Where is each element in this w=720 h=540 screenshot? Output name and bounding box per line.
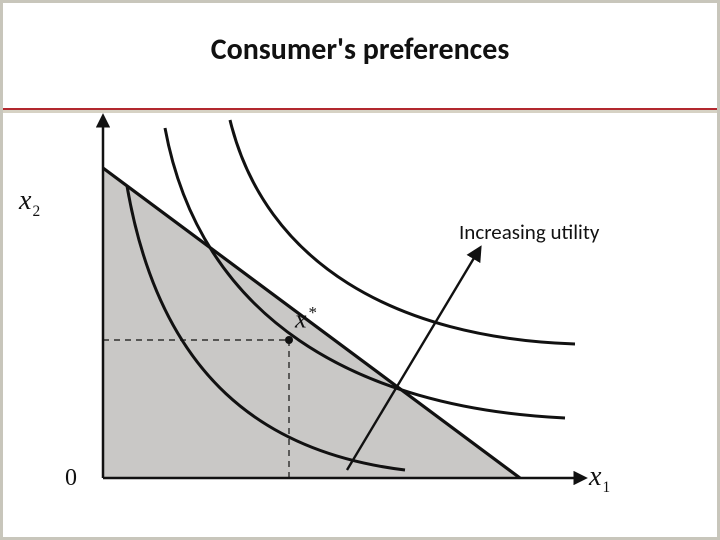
x-axis-sub: 1 (602, 479, 610, 496)
xstar-var: x (295, 305, 307, 334)
y-axis-var: x (19, 185, 31, 216)
chart-svg (65, 108, 625, 513)
origin-label: 0 (65, 465, 77, 492)
x-axis-label: x1 (589, 461, 610, 497)
x-axis-var: x (589, 461, 601, 492)
slide-title: Consumer's preferences (3, 31, 717, 68)
increasing-utility-label: Increasing utility (459, 219, 599, 245)
indifference-chart (65, 108, 625, 513)
tangent-point-label: x* (295, 303, 317, 335)
y-axis-sub: 2 (32, 203, 40, 220)
xstar-sup: * (309, 303, 317, 322)
y-axis-label: x2 (19, 185, 40, 221)
slide: Consumer's preferences x2 x1 0 x* Increa… (0, 0, 720, 540)
